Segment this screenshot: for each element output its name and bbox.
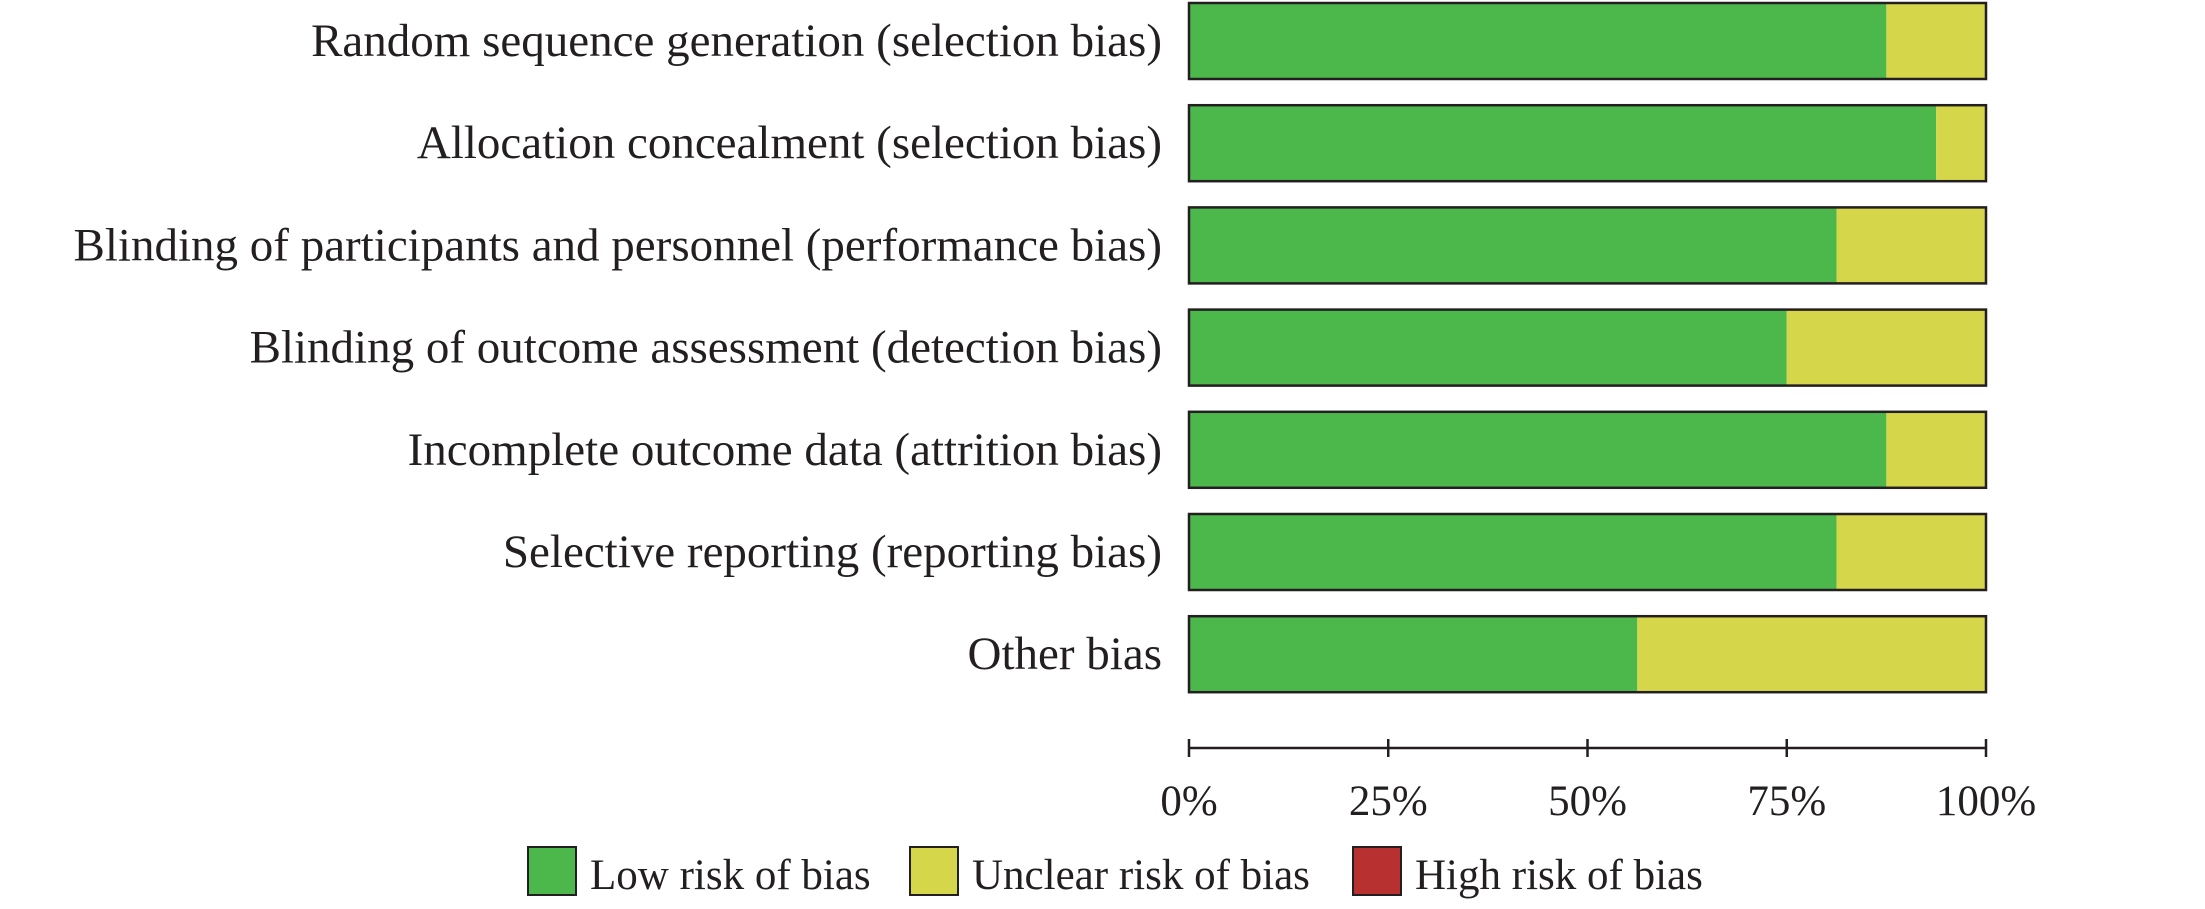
bar-outline-5 xyxy=(1187,410,1988,490)
x-tick-label-1: 0% xyxy=(1160,778,1217,825)
category-label-3: Blinding of participants and personnel (… xyxy=(74,219,1162,271)
category-label-5: Incomplete outcome data (attrition bias) xyxy=(408,424,1162,476)
legend-label-unclear-risk-of-bias: Unclear risk of bias xyxy=(972,852,1310,899)
category-label-2: Allocation concealment (selection bias) xyxy=(417,117,1162,169)
bar-outline-1 xyxy=(1187,1,1988,81)
x-tick-label-3: 50% xyxy=(1548,778,1627,825)
category-label-6: Selective reporting (reporting bias) xyxy=(503,526,1162,578)
legend-swatch-low-risk-of-bias xyxy=(527,846,577,896)
x-tick-label-4: 75% xyxy=(1747,778,1826,825)
legend-swatch-high-risk-of-bias xyxy=(1352,846,1402,896)
bar-segment-unclear-risk-of-bias-1 xyxy=(1886,3,1986,79)
bar-segment-unclear-risk-of-bias-7 xyxy=(1637,616,1986,693)
bar-segment-unclear-risk-of-bias-5 xyxy=(1886,411,1986,488)
bars-layer xyxy=(1187,1,1988,694)
bar-segment-low-risk-of-bias-3 xyxy=(1189,207,1837,284)
x-axis: 0% 25% 50% 75% 100% xyxy=(1160,739,2036,825)
legend: Low risk of bias Unclear risk of bias High… xyxy=(527,846,1703,899)
category-label-7: Other bias xyxy=(968,628,1162,680)
legend-label-high-risk-of-bias: High risk of bias xyxy=(1415,852,1703,899)
bar-outline-4 xyxy=(1187,308,1988,387)
bar-segment-low-risk-of-bias-2 xyxy=(1189,105,1937,182)
bar-outline-3 xyxy=(1187,206,1988,285)
bar-segment-unclear-risk-of-bias-6 xyxy=(1836,514,1986,590)
legend-label-low-risk-of-bias: Low risk of bias xyxy=(590,852,871,899)
category-label-4: Blinding of outcome assessment (detectio… xyxy=(250,322,1162,374)
bar-segment-low-risk-of-bias-5 xyxy=(1189,411,1887,488)
category-label-1: Random sequence generation (selection bi… xyxy=(311,15,1162,67)
bar-segment-unclear-risk-of-bias-2 xyxy=(1936,105,1986,182)
bar-segment-low-risk-of-bias-7 xyxy=(1189,616,1638,693)
legend-swatch-unclear-risk-of-bias xyxy=(909,846,959,896)
x-tick-label-2: 25% xyxy=(1349,778,1428,825)
bar-segment-low-risk-of-bias-4 xyxy=(1189,309,1787,386)
bar-segment-low-risk-of-bias-6 xyxy=(1189,514,1837,590)
bar-segment-low-risk-of-bias-1 xyxy=(1189,3,1887,79)
bar-outline-7 xyxy=(1187,614,1988,694)
category-labels: Random sequence generation (selection bi… xyxy=(74,15,1162,680)
bar-segment-unclear-risk-of-bias-4 xyxy=(1786,309,1986,386)
x-tick-label-5: 100% xyxy=(1936,778,2036,825)
bar-outline-6 xyxy=(1187,512,1988,592)
bar-outline-2 xyxy=(1187,103,1988,183)
bar-segment-unclear-risk-of-bias-3 xyxy=(1836,207,1986,284)
